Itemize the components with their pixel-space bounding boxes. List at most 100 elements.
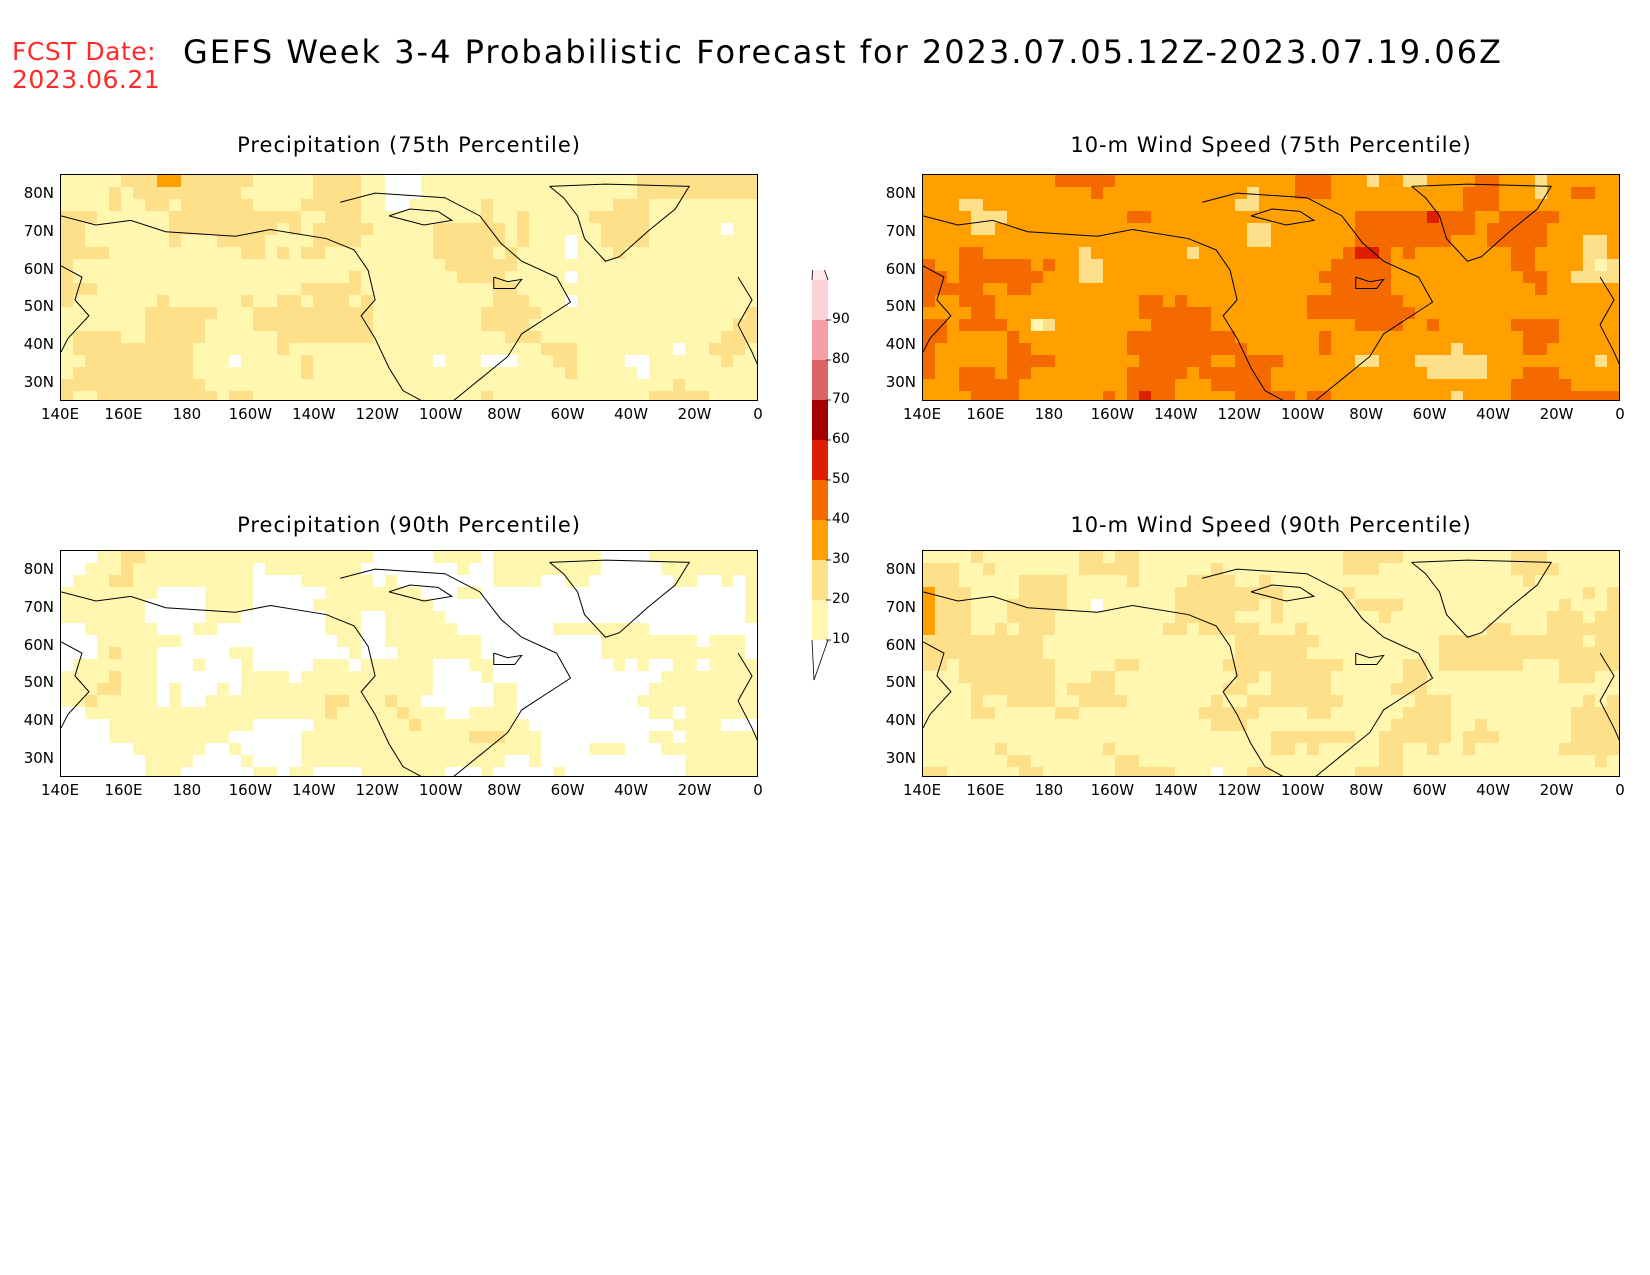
lat-tick-label: 50N xyxy=(23,673,54,692)
lat-tick-label: 50N xyxy=(885,673,916,692)
lon-tick-label: 140E xyxy=(40,781,80,799)
coastline xyxy=(923,591,1284,776)
lon-tick-label: 20W xyxy=(677,781,712,799)
map-precip-90 xyxy=(60,550,758,777)
colorbar-level-label: 90 xyxy=(832,311,850,327)
lon-tick-label: 20W xyxy=(677,405,712,423)
lat-tick-label: 60N xyxy=(885,259,916,278)
lat-tick-label: 70N xyxy=(885,597,916,616)
colorbar-level-label: 80 xyxy=(832,351,850,367)
forecast-date-block: FCST Date: 2023.06.21 xyxy=(12,38,160,94)
coastline xyxy=(1202,568,1434,776)
colorbar-segment xyxy=(812,400,828,440)
lon-tick-label: 160W xyxy=(228,781,273,799)
lat-tick-label: 30N xyxy=(23,373,54,392)
lon-tick-label: 60W xyxy=(550,405,585,423)
lat-tick-label: 60N xyxy=(23,259,54,278)
map-wind-75 xyxy=(922,174,1620,401)
colorbar-segment xyxy=(812,280,828,320)
coastline xyxy=(493,276,523,289)
lon-tick-label: 60W xyxy=(1412,781,1447,799)
coastline xyxy=(1599,652,1619,741)
lat-tick-label: 50N xyxy=(23,297,54,316)
coastline xyxy=(61,591,422,776)
coastline xyxy=(737,652,757,741)
lon-tick-label: 140W xyxy=(292,781,336,799)
coastline xyxy=(388,584,454,602)
coastline xyxy=(549,183,691,262)
lon-tick-label: 140E xyxy=(40,405,80,423)
lat-tick-label: 60N xyxy=(885,635,916,654)
lat-tick-label: 40N xyxy=(885,711,916,730)
lon-tick-label: 180 xyxy=(172,781,202,799)
lon-tick-label: 140W xyxy=(292,405,336,423)
coastline xyxy=(923,265,952,353)
lon-tick-label: 0 xyxy=(1615,405,1625,423)
lon-tick-label: 100W xyxy=(1280,781,1325,799)
colorbar-segment xyxy=(812,320,828,360)
lat-tick-label: 80N xyxy=(885,183,916,202)
coastline xyxy=(1355,276,1385,289)
lat-tick-label: 70N xyxy=(885,221,916,240)
lon-tick-label: 80W xyxy=(487,781,522,799)
lon-tick-label: 180 xyxy=(1034,405,1064,423)
lat-tick-label: 50N xyxy=(885,297,916,316)
coastline xyxy=(923,641,952,729)
lon-tick-label: 140E xyxy=(902,781,942,799)
panel-title-precip-90: Precipitation (90th Percentile) xyxy=(237,513,581,537)
coastline xyxy=(1599,276,1619,365)
coastline xyxy=(388,208,454,226)
lon-tick-label: 140W xyxy=(1154,781,1198,799)
colorbar-segment xyxy=(812,520,828,560)
coastline xyxy=(61,265,90,353)
lon-tick-label: 120W xyxy=(355,405,399,423)
coastline xyxy=(493,652,523,665)
colorbar xyxy=(811,270,831,681)
lon-tick-label: 100W xyxy=(418,781,463,799)
colorbar-segment xyxy=(812,560,828,600)
coastline xyxy=(340,192,572,400)
coastline xyxy=(1411,559,1553,638)
map-precip-75 xyxy=(60,174,758,401)
colorbar-segment xyxy=(812,440,828,480)
lon-tick-label: 20W xyxy=(1539,405,1574,423)
lon-tick-label: 160E xyxy=(104,781,143,799)
lon-tick-label: 80W xyxy=(1349,781,1384,799)
lon-tick-label: 40W xyxy=(1476,405,1511,423)
map-wind-90 xyxy=(922,550,1620,777)
colorbar-level-label: 30 xyxy=(832,551,850,567)
lon-tick-label: 20W xyxy=(1539,781,1574,799)
lon-tick-label: 0 xyxy=(753,405,763,423)
lat-tick-label: 30N xyxy=(885,373,916,392)
lon-tick-label: 120W xyxy=(1217,781,1261,799)
lon-tick-label: 120W xyxy=(1217,405,1261,423)
lat-tick-label: 60N xyxy=(23,635,54,654)
lon-tick-label: 160E xyxy=(966,405,1005,423)
colorbar-level-label: 40 xyxy=(832,511,850,527)
colorbar-segment xyxy=(812,600,828,640)
lon-tick-label: 40W xyxy=(1476,781,1511,799)
lat-tick-label: 30N xyxy=(23,749,54,768)
colorbar-level-label: 60 xyxy=(832,431,850,447)
lat-tick-label: 70N xyxy=(23,221,54,240)
map-field xyxy=(61,551,757,776)
lon-tick-label: 160E xyxy=(966,781,1005,799)
lon-tick-label: 100W xyxy=(1280,405,1325,423)
coastline xyxy=(61,215,422,400)
coastline xyxy=(549,559,691,638)
lon-tick-label: 60W xyxy=(1412,405,1447,423)
colorbar-level-label: 70 xyxy=(832,391,850,407)
lat-tick-label: 80N xyxy=(23,559,54,578)
colorbar-level-label: 20 xyxy=(832,591,850,607)
lat-tick-label: 40N xyxy=(23,711,54,730)
colorbar-level-label: 10 xyxy=(832,631,850,647)
coastline xyxy=(1355,652,1385,665)
lon-tick-label: 60W xyxy=(550,781,585,799)
colorbar-segment xyxy=(812,480,828,520)
map-field xyxy=(923,175,1619,400)
colorbar-level-label: 50 xyxy=(832,471,850,487)
lon-tick-label: 40W xyxy=(614,781,649,799)
coastline xyxy=(1202,192,1434,400)
lon-tick-label: 80W xyxy=(1349,405,1384,423)
panel-title-wind-75: 10-m Wind Speed (75th Percentile) xyxy=(1070,133,1472,157)
